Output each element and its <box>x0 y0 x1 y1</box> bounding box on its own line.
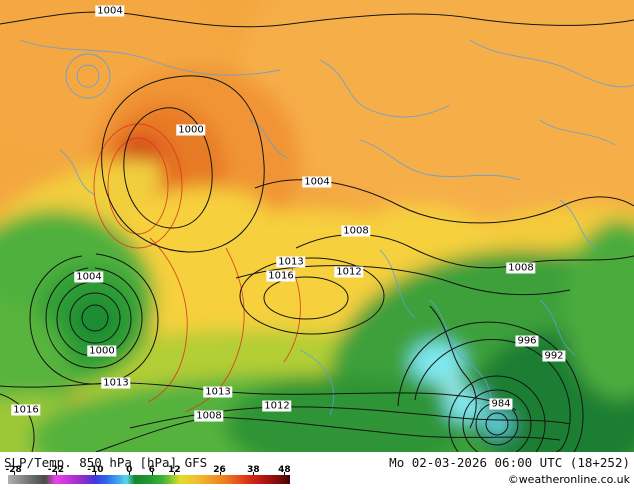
legend-scale-value: 0 <box>126 465 133 475</box>
map-title: SLP/Temp. 850 hPa [hPa] GFS <box>4 455 208 470</box>
footer: SLP/Temp. 850 hPa [hPa] GFS Mo 02-03-202… <box>0 452 634 490</box>
legend-scale-value: 6 <box>148 465 155 475</box>
contour-label: 1004 <box>302 176 332 188</box>
legend-tick <box>95 472 97 475</box>
weather-map: 1004 1000 1004 1008 1013 1016 1012 1004 1008 996 9… <box>0 0 634 452</box>
legend-tick <box>219 472 221 475</box>
legend-scale-value: 26 <box>213 465 226 475</box>
legend-tick <box>151 472 153 475</box>
contour-label: 992 <box>542 350 566 362</box>
contour-label: 1012 <box>334 266 364 278</box>
contour-label: 1012 <box>262 400 292 412</box>
temp-contours-red <box>93 123 301 413</box>
isotherm-lines-blue <box>19 39 634 416</box>
legend-tick <box>55 472 57 475</box>
copyright: ©weatheronline.co.uk <box>507 473 630 486</box>
contour-label: 1013 <box>101 377 131 389</box>
legend-tick <box>129 472 131 475</box>
contour-label: 1016 <box>266 270 296 282</box>
coastline <box>469 321 613 413</box>
legend-color-bar <box>8 472 290 484</box>
contour-label: 1000 <box>87 345 117 357</box>
legend-scale-value: 48 <box>278 465 291 475</box>
contour-label: 1013 <box>276 256 306 268</box>
legend-tick <box>174 472 176 475</box>
contour-label: 1008 <box>341 225 371 237</box>
legend-scale-labels: -28 -22 -10 0 6 12 26 38 48 <box>5 465 291 475</box>
contour-label: 1004 <box>74 271 104 283</box>
contour-label: 1008 <box>506 262 536 274</box>
map-canvas <box>0 0 634 452</box>
legend-tick <box>13 472 15 475</box>
legend-scale-value: 38 <box>247 465 260 475</box>
legend-scale-value: 12 <box>168 465 181 475</box>
contour-label: 984 <box>489 398 513 410</box>
legend-tick <box>284 472 286 475</box>
legend-tick <box>253 472 255 475</box>
contour-label-layer: 1004 1000 1004 1008 1013 1016 1012 1004 1008 996 9… <box>11 5 566 422</box>
map-datetime: Mo 02-03-2026 06:00 UTC (18+252) <box>389 455 630 470</box>
legend-scale-value: -28 <box>5 465 22 475</box>
contour-label: 1000 <box>176 124 206 136</box>
contour-label: 1016 <box>11 404 41 416</box>
contour-label: 1008 <box>194 410 224 422</box>
contour-label: 1004 <box>95 5 125 17</box>
contour-label: 1013 <box>203 386 233 398</box>
legend-scale-value: -22 <box>47 465 65 475</box>
contour-label: 996 <box>515 335 539 347</box>
legend-scale-value: -10 <box>87 465 104 475</box>
